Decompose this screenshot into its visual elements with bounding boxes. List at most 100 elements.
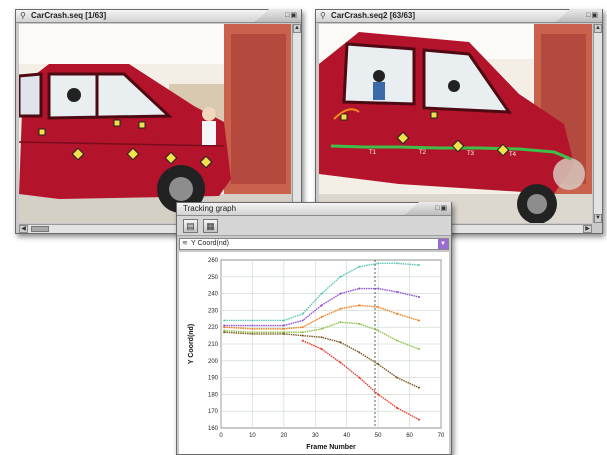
tracking-graph-window[interactable]: Tracking graph □▣ ▤ ▦ ≋ Y Coord(nd) ▼ 0 1… [176,202,452,455]
y-tick-label: 220 [208,325,219,331]
series-line [224,331,420,389]
data-point [358,322,361,325]
window-control-icons[interactable]: □▣ [285,12,298,19]
series-line [224,262,420,322]
x-tick-label: 20 [281,433,288,439]
tracking-window-titlebar[interactable]: Tracking graph □▣ [177,202,451,216]
scroll-up-icon[interactable]: ▲ [594,24,602,33]
tracking-window-title: Tracking graph [183,204,237,213]
tracking-chart: 0 10 20 30 40 50 60 70 160 170 180 190 200 210 220 230 2… [188,258,445,451]
data-point [251,331,254,334]
scroll-right-icon[interactable]: ▶ [583,225,592,233]
data-point [223,329,226,332]
left-image-window[interactable]: ⚲ CarCrash.seq [1/63] □▣ [15,9,302,234]
magnifier-icon: ⚲ [20,11,26,20]
data-point [339,361,342,364]
right-window-titlebar[interactable]: ⚲ CarCrash.seq2 [63/63] □▣ [316,9,602,23]
left-frame-image [19,24,291,223]
data-point [223,326,226,329]
right-vertical-scrollbar[interactable]: ▲ ▼ [593,24,602,223]
window-control-icons[interactable]: □▣ [586,12,599,19]
x-tick-label: 70 [438,433,445,439]
coordinate-select[interactable]: ≋ Y Coord(nd) ▼ [179,238,449,250]
data-point [377,262,380,265]
data-point [282,324,285,327]
y-tick-label: 210 [208,342,219,348]
x-tick-label: 40 [343,433,350,439]
data-point [320,327,323,330]
data-point [223,324,226,327]
scroll-thumb[interactable] [31,226,49,232]
data-point [418,295,420,298]
data-point [251,327,254,330]
scroll-left-icon[interactable]: ◀ [19,225,28,233]
data-point [358,376,361,379]
data-point [377,363,380,366]
data-point [377,306,380,309]
data-point [320,336,323,339]
track-label: T4 [509,152,517,158]
data-point [223,319,226,322]
data-point [320,348,323,351]
data-point [320,292,323,295]
graph-icon[interactable]: ▦ [203,219,218,233]
data-point [251,324,254,327]
data-point [320,316,323,319]
data-point [339,275,342,278]
coordinate-select-value: Y Coord(nd) [191,240,230,247]
data-point [223,331,226,334]
right-window-title: CarCrash.seq2 [63/63] [331,11,416,20]
left-crash-photo [19,24,291,223]
data-point [377,393,380,396]
x-tick-label: 0 [219,433,223,439]
right-image-window[interactable]: ⚲ CarCrash.seq2 [63/63] □▣ T1 T2 T3 [315,9,603,234]
data-point [377,329,380,332]
y-tick-label: 180 [208,392,219,398]
series-line [224,287,420,327]
data-point [301,312,304,315]
data-point [358,351,361,354]
data-point [282,331,285,334]
right-crash-photo: T1 T2 T3 T4 [319,24,592,223]
data-point [301,319,304,322]
data-point [339,341,342,344]
data-point [339,321,342,324]
data-point [282,319,285,322]
data-point [418,264,420,267]
series-line [224,321,420,350]
data-point [301,331,304,334]
data-point [301,339,304,342]
data-point [358,304,361,307]
left-vertical-scrollbar[interactable]: ▲ ▼ [292,24,301,223]
axis-icon: ≋ [182,240,188,247]
y-tick-label: 170 [208,409,219,415]
x-tick-label: 30 [312,433,319,439]
chevron-down-icon[interactable]: ▼ [438,239,448,249]
x-tick-label: 10 [249,433,256,439]
data-point [320,304,323,307]
data-point [301,334,304,337]
data-point [396,339,398,342]
scroll-down-icon[interactable]: ▼ [594,214,602,223]
folder-icon[interactable]: ▤ [183,219,198,233]
data-point [396,406,398,409]
y-tick-label: 250 [208,275,219,281]
data-point [339,307,342,310]
track-label: T2 [419,150,427,156]
graph-toolbar: ▤ ▦ [177,216,451,236]
window-control-icons[interactable]: □▣ [435,205,448,212]
data-point [339,292,342,295]
data-point [377,287,380,290]
y-tick-label: 260 [208,258,219,264]
y-tick-label: 200 [208,359,219,365]
data-point [396,262,398,265]
right-frame-image: T1 T2 T3 T4 [319,24,592,223]
data-point [418,386,420,389]
magnifier-icon: ⚲ [320,11,326,20]
scroll-up-icon[interactable]: ▲ [293,24,301,33]
left-window-titlebar[interactable]: ⚲ CarCrash.seq [1/63] □▣ [16,9,301,23]
y-tick-label: 230 [208,308,219,314]
series-line [224,304,420,330]
track-label: T1 [369,150,377,156]
left-window-title: CarCrash.seq [1/63] [31,11,107,20]
